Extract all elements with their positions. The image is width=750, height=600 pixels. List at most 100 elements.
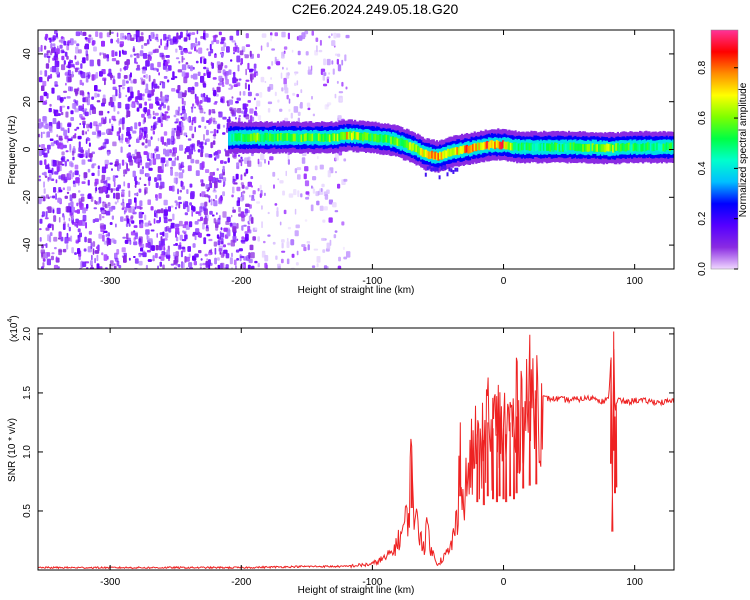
noise-speck	[79, 123, 82, 125]
noise-speck	[173, 266, 177, 269]
noise-speck	[157, 137, 160, 142]
noise-speck	[85, 222, 87, 229]
noise-speck	[281, 250, 286, 253]
noise-speck	[141, 243, 145, 249]
ridge-cell	[659, 144, 662, 152]
noise-speck	[87, 179, 90, 186]
noise-speck	[267, 108, 271, 113]
noise-speck	[138, 242, 143, 247]
noise-speck	[237, 108, 242, 114]
noise-speck	[143, 183, 147, 186]
noise-speck	[168, 185, 173, 191]
noise-speck	[101, 215, 105, 219]
ridge-cell	[236, 133, 239, 142]
noise-speck	[66, 232, 69, 239]
noise-speck	[124, 61, 129, 65]
noise-speck	[203, 217, 208, 225]
noise-speck	[80, 193, 85, 197]
ridge-cell	[328, 134, 332, 143]
noise-speck	[237, 154, 241, 157]
noise-speck	[70, 117, 74, 121]
noise-speck	[283, 77, 287, 85]
noise-speck	[305, 191, 310, 195]
noise-speck	[45, 211, 48, 218]
noise-speck	[156, 233, 158, 238]
noise-speck	[41, 252, 44, 257]
noise-speck	[109, 206, 113, 212]
noise-speck	[134, 184, 137, 188]
ridge-cell	[541, 144, 544, 152]
noise-speck	[332, 202, 337, 208]
noise-speck	[101, 174, 106, 181]
noise-speck	[256, 100, 261, 107]
noise-speck	[240, 58, 243, 65]
noise-speck	[208, 199, 211, 203]
noise-speck	[168, 218, 173, 222]
ridge-cell	[582, 144, 585, 152]
noise-speck	[212, 190, 217, 193]
noise-speck	[191, 43, 196, 48]
noise-speck	[143, 151, 148, 155]
ridge-cell	[462, 145, 465, 153]
ridge-cell	[664, 144, 667, 152]
noise-speck	[235, 173, 239, 180]
ridge-cell	[450, 148, 453, 157]
noise-speck	[139, 169, 144, 175]
noise-speck	[165, 160, 169, 167]
snr-background	[38, 328, 674, 570]
ridge-cell	[511, 143, 514, 151]
noise-speck	[226, 216, 231, 223]
noise-speck	[223, 72, 227, 77]
noise-speck	[147, 56, 150, 61]
noise-speck	[333, 234, 337, 239]
noise-speck	[57, 120, 60, 127]
noise-speck	[47, 131, 50, 138]
ridge-cell	[553, 142, 557, 150]
noise-speck	[110, 101, 115, 108]
noise-speck	[187, 138, 192, 141]
ridge-cell	[421, 149, 424, 157]
noise-speck	[86, 203, 89, 209]
noise-speck	[312, 176, 317, 181]
ridge-cell	[516, 143, 519, 151]
ridge-cell	[577, 143, 580, 152]
noise-speck	[336, 33, 341, 38]
noise-speck	[53, 140, 58, 144]
noise-speck	[192, 243, 196, 248]
ridge-cell	[314, 133, 317, 141]
noise-speck	[142, 93, 145, 97]
noise-speck	[190, 90, 195, 95]
noise-speck	[245, 186, 249, 190]
noise-speck	[215, 93, 219, 97]
noise-speck	[244, 82, 247, 90]
noise-speck	[255, 112, 258, 117]
noise-speck	[77, 49, 82, 54]
noise-speck	[231, 194, 234, 198]
noise-speck	[51, 87, 55, 94]
noise-speck	[56, 134, 59, 138]
noise-speck	[303, 173, 307, 180]
noise-speck	[159, 52, 164, 58]
noise-speck	[304, 166, 309, 172]
noise-speck	[39, 149, 42, 157]
noise-speck	[175, 231, 177, 238]
noise-speck	[81, 159, 86, 165]
ridge-cell	[344, 131, 347, 140]
noise-speck	[337, 117, 339, 122]
noise-speck	[72, 135, 77, 139]
noise-speck	[337, 265, 342, 269]
noise-speck	[220, 227, 223, 231]
ridge-cell	[431, 150, 434, 159]
noise-speck	[63, 176, 67, 184]
noise-speck	[101, 166, 107, 174]
noise-speck	[345, 34, 350, 39]
noise-speck	[57, 197, 62, 203]
noise-speck	[65, 206, 70, 213]
ridge-cell	[668, 143, 671, 152]
noise-speck	[121, 159, 125, 166]
noise-speck	[160, 253, 165, 261]
noise-speck	[103, 119, 106, 125]
noise-speck	[326, 242, 331, 250]
ridge-cell	[593, 144, 596, 153]
noise-speck	[73, 40, 77, 44]
